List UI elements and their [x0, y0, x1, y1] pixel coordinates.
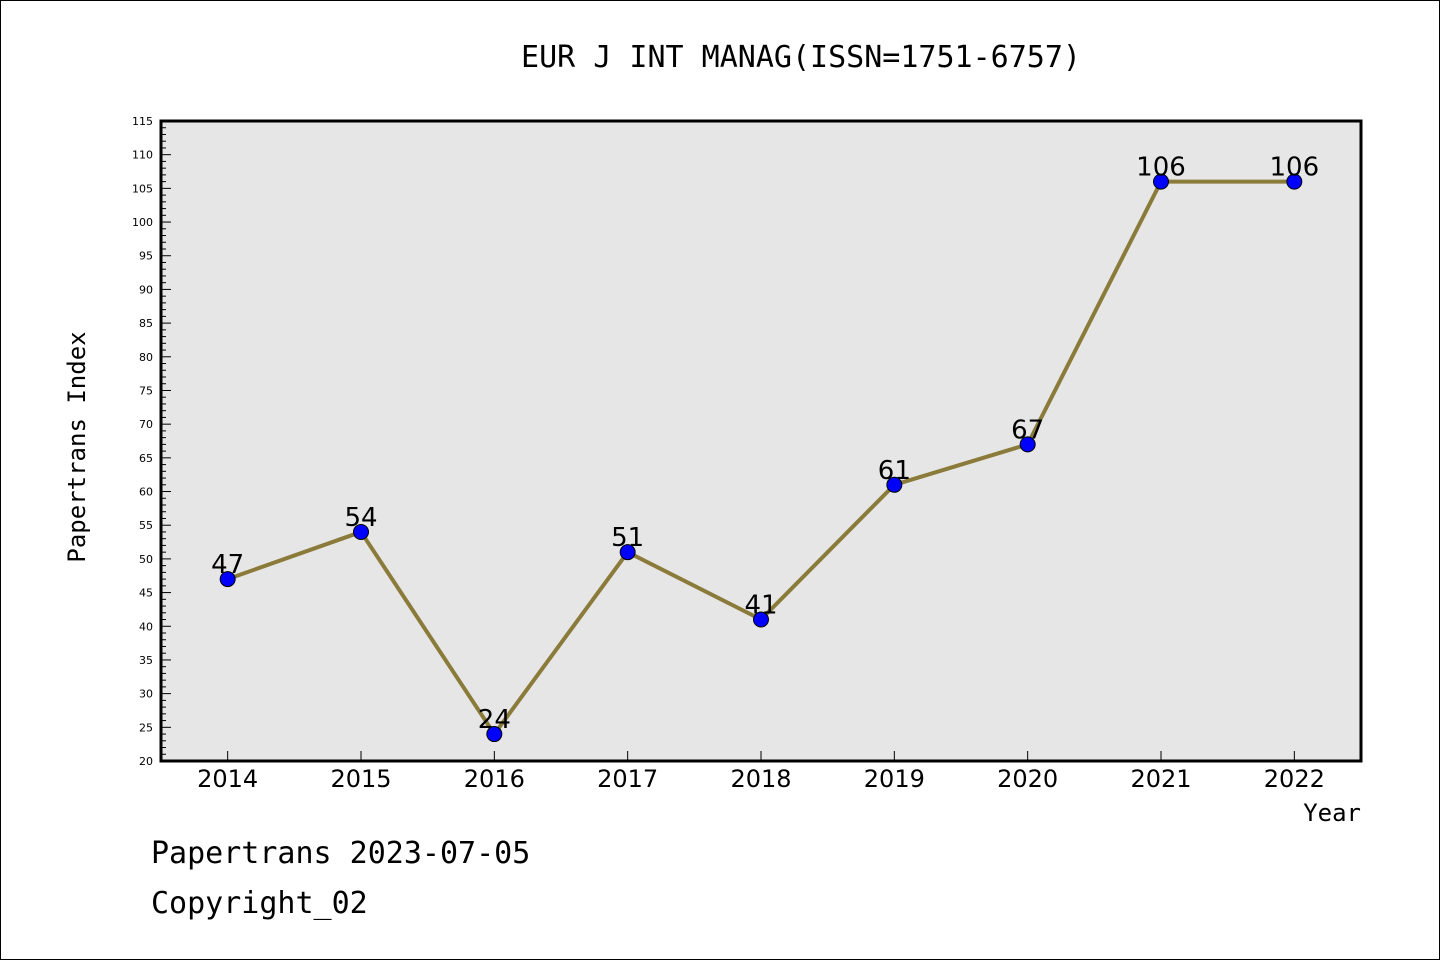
data-point: [753, 611, 769, 628]
x-tick-label: 2014: [197, 765, 258, 793]
data-label: 51: [611, 523, 644, 553]
y-tick-label: 35: [139, 654, 153, 667]
y-tick-label: 30: [139, 688, 153, 701]
y-tick-label: 105: [132, 182, 153, 195]
y-tick-label: 45: [139, 587, 153, 600]
x-tick-label: 2020: [997, 765, 1058, 793]
x-tick-label: 2019: [864, 765, 925, 793]
data-label: 54: [344, 503, 377, 533]
y-tick-label: 85: [139, 317, 153, 330]
data-point: [353, 523, 369, 540]
y-tick-label: 90: [139, 283, 153, 296]
data-label: 47: [211, 550, 244, 580]
data-label: 106: [1136, 153, 1186, 183]
data-point: [1153, 173, 1169, 190]
y-tick-label: 50: [139, 553, 153, 566]
y-tick-label: 115: [132, 115, 153, 128]
data-point: [619, 544, 636, 561]
y-tick-label: 55: [139, 519, 153, 532]
y-tick-label: 100: [132, 216, 153, 229]
data-point: [219, 571, 236, 588]
chart-title: EUR J INT MANAG(ISSN=1751-6757): [521, 40, 1081, 75]
data-label: 41: [744, 591, 777, 621]
data-point: [1019, 436, 1036, 453]
plot-area: 20 25 30 35 40 45 50 55 60 65 70 75 80 85 90 95 100 105 11…: [132, 115, 1363, 793]
data-label: 24: [478, 705, 511, 735]
data-point: [1286, 173, 1303, 190]
y-tick-label: 80: [139, 351, 153, 364]
y-tick-label: 65: [139, 452, 153, 465]
x-tick-label: 2022: [1264, 765, 1325, 793]
data-label: 61: [878, 456, 911, 486]
x-tick-label: 2018: [730, 765, 791, 793]
x-tick-label: 2021: [1130, 765, 1191, 793]
footer-date: Papertrans 2023-07-05: [151, 836, 531, 871]
x-axis-label: Year: [1303, 799, 1361, 827]
y-axis-label: Papertrans Index: [63, 331, 91, 562]
data-label: 106: [1270, 153, 1320, 183]
y-tick-label: 20: [139, 755, 153, 768]
plot-background: [161, 121, 1361, 761]
x-tick-label: 2017: [597, 765, 658, 793]
x-tick-label: 2016: [464, 765, 525, 793]
x-tick-label: 2015: [330, 765, 391, 793]
y-tick-label: 60: [139, 486, 153, 499]
y-tick-label: 95: [139, 250, 153, 263]
y-tick-label: 70: [139, 418, 153, 431]
y-tick-label: 75: [139, 384, 153, 397]
y-tick-label: 110: [132, 149, 153, 162]
y-tick-label: 40: [139, 620, 153, 633]
data-point: [886, 476, 903, 493]
data-label: 67: [1011, 415, 1044, 445]
y-tick-label: 25: [139, 721, 153, 734]
data-point: [486, 726, 503, 743]
footer-copyright: Copyright_02: [151, 886, 368, 921]
